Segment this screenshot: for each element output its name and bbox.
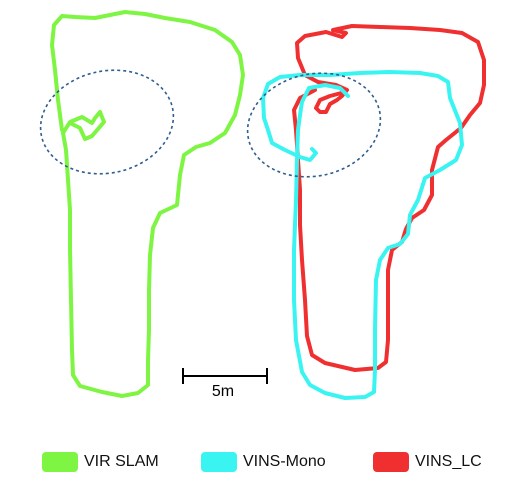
vins-lc-trajectory	[292, 24, 486, 372]
legend-label: VINS-Mono	[243, 453, 326, 470]
legend-label: VIR SLAM	[84, 453, 159, 470]
vir-slam-swatch	[42, 452, 78, 472]
loop-closure-ellipse-left	[39, 69, 175, 175]
legend-item-vins-mono: VINS-Mono	[201, 450, 326, 474]
vins-mono-swatch	[201, 452, 237, 472]
vins-lc-swatch	[373, 452, 409, 472]
legend: VIR SLAM VINS-Mono VINS_LC	[0, 450, 531, 474]
legend-item-vir-slam: VIR SLAM	[42, 450, 159, 474]
scale-bar: 5m	[182, 368, 268, 400]
legend-item-vins-lc: VINS_LC	[373, 450, 482, 474]
scale-bar-label: 5m	[212, 383, 234, 400]
loop-closure-ellipse-right	[246, 72, 382, 178]
vir-slam-trajectory	[50, 10, 245, 398]
vins-mono-trajectory	[261, 70, 464, 400]
legend-label: VINS_LC	[415, 453, 482, 470]
